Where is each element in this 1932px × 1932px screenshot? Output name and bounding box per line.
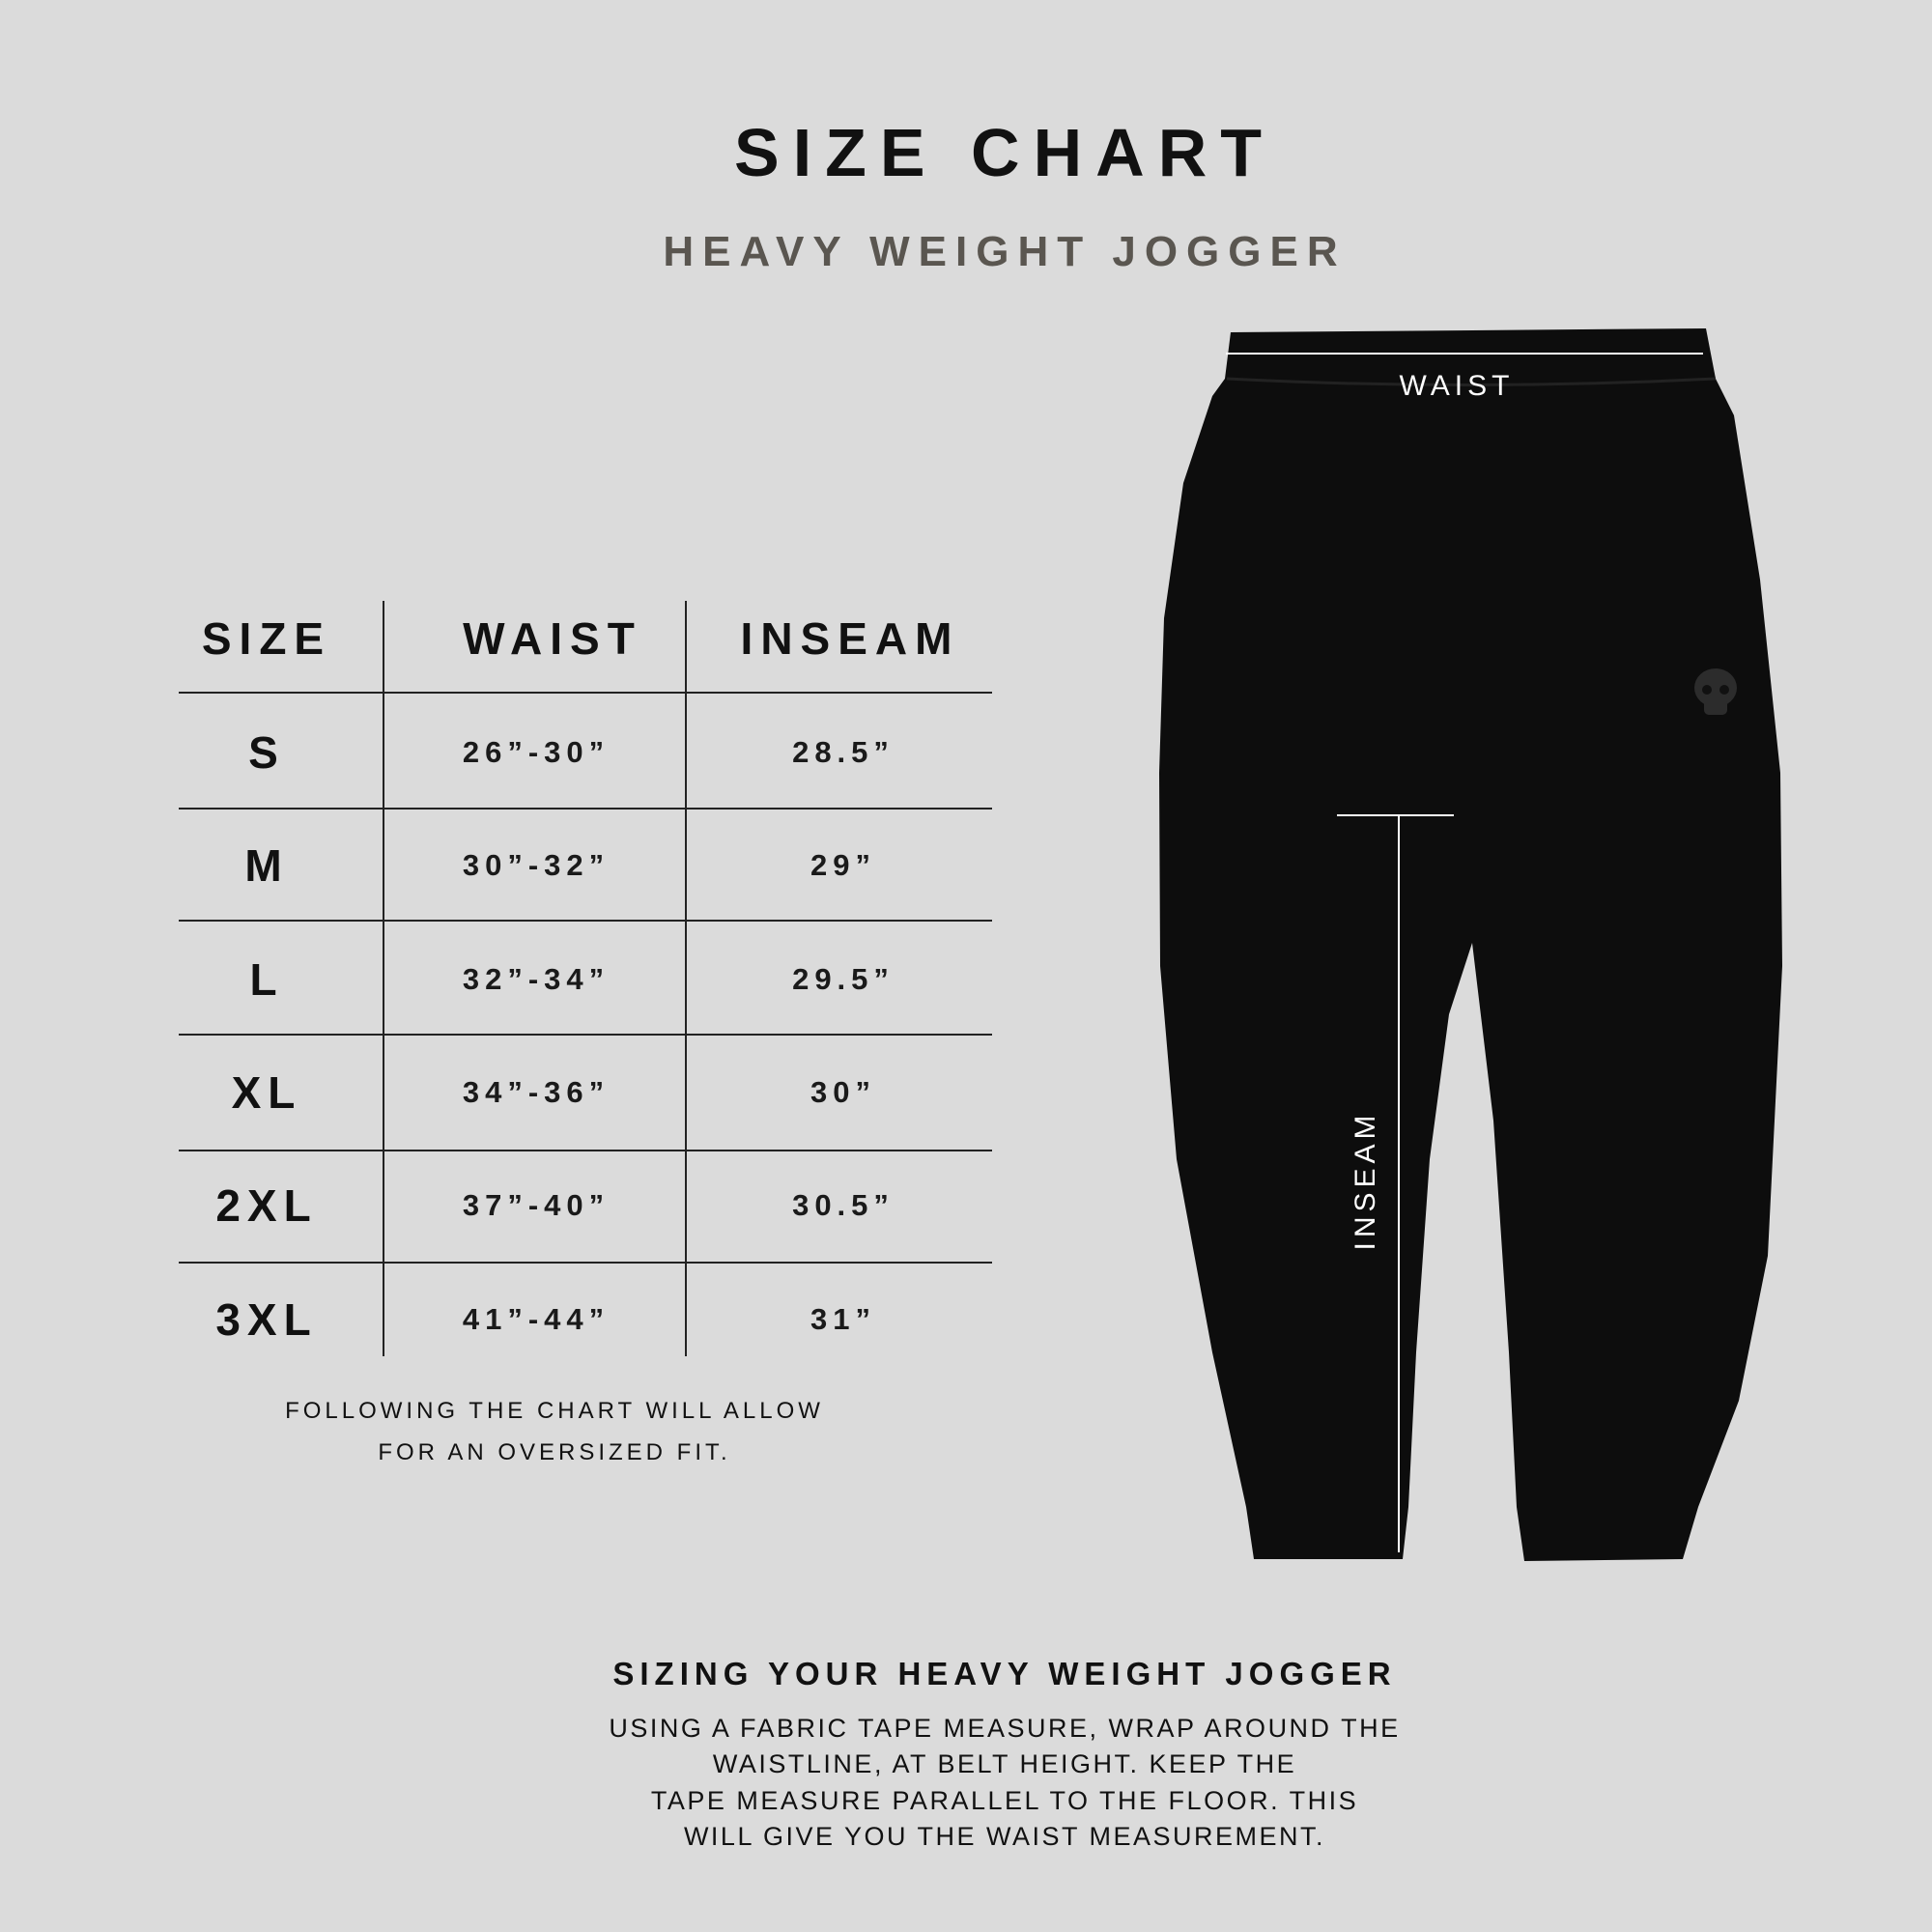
waist-cell: 32”-34” [462, 962, 611, 996]
sizing-instructions-line: WAISTLINE, AT BELT HEIGHT. KEEP THE [712, 1749, 1297, 1778]
sizing-instructions-line: WILL GIVE YOU THE WAIST MEASUREMENT. [683, 1822, 1326, 1851]
inseam-cell: 30” [810, 1075, 876, 1109]
row-divider [179, 1150, 992, 1151]
column-header-inseam: INSEAM [740, 613, 960, 664]
inseam-cell: 28.5” [792, 735, 895, 769]
fit-note-line: FOR AN OVERSIZED FIT. [378, 1439, 731, 1465]
column-divider [383, 601, 384, 1356]
row-divider [179, 808, 992, 810]
page-title: SIZE CHART [734, 115, 1275, 190]
size-cell: S [248, 727, 285, 778]
inseam-cell: 29.5” [792, 962, 895, 996]
size-cell: XL [231, 1067, 302, 1118]
waist-cell: 37”-40” [462, 1188, 611, 1222]
sizing-instructions-line: USING A FABRIC TAPE MEASURE, WRAP AROUND… [609, 1714, 1401, 1743]
inseam-cell: 31” [810, 1302, 876, 1336]
inseam-label: INSEAM [1350, 1110, 1381, 1250]
column-header-waist: WAIST [463, 613, 642, 664]
waist-cell: 41”-44” [462, 1302, 611, 1336]
row-divider [179, 692, 992, 694]
row-divider [179, 920, 992, 922]
size-cell: 2XL [215, 1180, 318, 1231]
sizing-instructions-line: TAPE MEASURE PARALLEL TO THE FLOOR. THIS [650, 1786, 1359, 1815]
inseam-cell: 29” [810, 848, 876, 882]
waist-label: WAIST [1400, 370, 1515, 402]
skull-icon [1694, 668, 1737, 715]
waist-cell: 26”-30” [462, 735, 611, 769]
product-subtitle: HEAVY WEIGHT JOGGER [663, 228, 1347, 275]
column-header-size: SIZE [201, 613, 332, 664]
size-cell: M [244, 840, 289, 891]
waist-cell: 30”-32” [462, 848, 611, 882]
waist-cell: 34”-36” [462, 1075, 611, 1109]
column-divider [685, 601, 687, 1356]
waistband-seam [1226, 377, 1717, 386]
row-divider [179, 1262, 992, 1264]
sizing-instructions-title: SIZING YOUR HEAVY WEIGHT JOGGER [612, 1656, 1397, 1691]
fit-note-line: FOLLOWING THE CHART WILL ALLOW [285, 1398, 824, 1424]
jogger-garment [1159, 328, 1782, 1561]
inseam-cell: 30.5” [792, 1188, 895, 1222]
row-divider [179, 1034, 992, 1036]
size-cell: 3XL [215, 1294, 318, 1345]
size-cell: L [249, 954, 284, 1005]
